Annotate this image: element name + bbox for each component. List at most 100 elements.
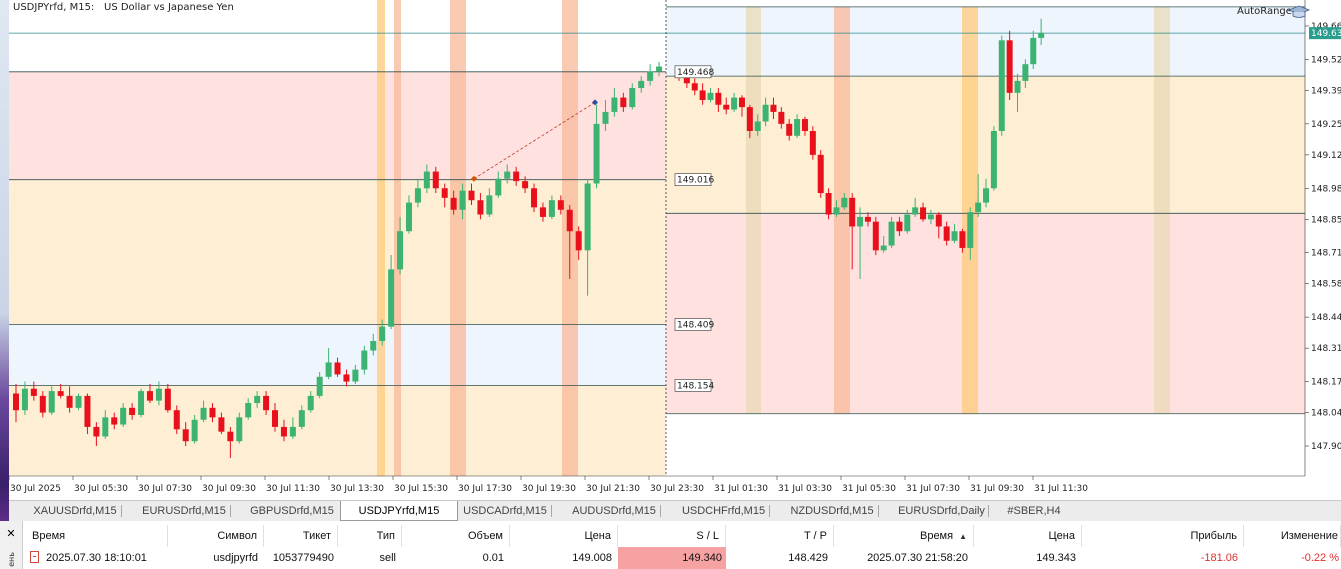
candle[interactable] <box>951 224 958 244</box>
candle[interactable] <box>849 193 856 270</box>
candle[interactable] <box>13 383 19 423</box>
candle[interactable] <box>539 202 546 222</box>
candle[interactable] <box>841 193 848 210</box>
candle[interactable] <box>459 183 466 220</box>
candle[interactable] <box>414 178 421 208</box>
header-volume[interactable]: Объем <box>402 525 510 547</box>
candle[interactable] <box>93 422 100 446</box>
candle[interactable] <box>522 176 529 194</box>
candle[interactable] <box>361 345 368 375</box>
candle[interactable] <box>786 119 793 141</box>
candle[interactable] <box>486 188 493 217</box>
header-sl[interactable]: S / L <box>618 525 726 547</box>
chart-tab-nzdusdrfd-m15[interactable]: NZDUSDrfd,M15 <box>790 505 874 517</box>
candle[interactable] <box>825 188 832 220</box>
candle[interactable] <box>146 383 153 404</box>
chart-tab-eurusdrfd-m15[interactable]: EURUSDrfd,M15 <box>142 505 226 517</box>
chart-tab--sber-h4[interactable]: #SBER,H4 <box>1007 505 1061 517</box>
candle[interactable] <box>920 202 927 222</box>
candle[interactable] <box>272 403 279 432</box>
candle[interactable] <box>325 348 332 380</box>
candle[interactable] <box>620 92 627 112</box>
candle[interactable] <box>298 405 305 430</box>
chart-tab-usdchfrfd-m15[interactable]: USDCHFrfd,M15 <box>681 505 766 517</box>
candle[interactable] <box>1038 18 1045 46</box>
candle[interactable] <box>1014 73 1021 112</box>
candle[interactable] <box>289 417 296 439</box>
candle[interactable] <box>155 381 162 406</box>
header-time[interactable]: Время <box>22 525 168 547</box>
header-symbol[interactable]: Символ <box>168 525 264 547</box>
close-icon[interactable]: ✕ <box>6 527 16 540</box>
candle[interactable] <box>896 216 903 236</box>
candle[interactable] <box>111 412 118 430</box>
candle[interactable] <box>983 178 990 208</box>
candle[interactable] <box>173 405 180 435</box>
header-tp[interactable]: T / P <box>726 525 834 547</box>
candle[interactable] <box>629 83 636 110</box>
candle[interactable] <box>280 419 287 442</box>
row-sl[interactable]: 149.340 <box>618 547 726 569</box>
candle[interactable] <box>30 381 37 401</box>
header-profit[interactable]: Прибыль <box>1082 525 1244 547</box>
candle[interactable] <box>307 391 314 413</box>
candle[interactable] <box>1022 59 1029 89</box>
candle[interactable] <box>959 228 966 253</box>
candle[interactable] <box>943 221 950 246</box>
candle[interactable] <box>39 391 46 418</box>
candle[interactable] <box>334 357 341 377</box>
header-price-current[interactable]: Цена <box>974 525 1082 547</box>
candle[interactable] <box>833 200 840 217</box>
candle[interactable] <box>754 114 761 136</box>
candle[interactable] <box>405 195 412 234</box>
candle[interactable] <box>245 398 252 420</box>
chart-tab-usdcadrfd-m15[interactable]: USDCADrfd,M15 <box>463 505 547 517</box>
chart-tab-eurusdrfd-daily[interactable]: EURUSDrfd,Daily <box>898 505 985 517</box>
candle[interactable] <box>102 410 109 439</box>
candle[interactable] <box>638 76 645 93</box>
candle[interactable] <box>691 78 698 96</box>
candle[interactable] <box>468 183 475 205</box>
candle[interactable] <box>904 209 911 234</box>
candle[interactable] <box>998 35 1005 136</box>
candle[interactable] <box>723 97 730 115</box>
candle[interactable] <box>715 88 722 112</box>
candle[interactable] <box>817 150 824 198</box>
candle[interactable] <box>762 97 769 127</box>
candle[interactable] <box>656 61 663 77</box>
candle[interactable] <box>388 255 395 330</box>
header-type[interactable]: Тип <box>338 525 402 547</box>
candle[interactable] <box>209 403 216 423</box>
candle[interactable] <box>227 426 234 458</box>
candle[interactable] <box>575 226 582 260</box>
candle[interactable] <box>647 64 654 86</box>
candle[interactable] <box>21 381 28 415</box>
candle[interactable] <box>254 391 261 408</box>
candle[interactable] <box>935 212 942 239</box>
close-terminal-button[interactable]: ✕ ень <box>0 521 23 569</box>
candle[interactable] <box>236 412 243 444</box>
candle[interactable] <box>477 193 484 220</box>
candle[interactable] <box>975 173 982 217</box>
candle[interactable] <box>611 88 618 117</box>
candle[interactable] <box>770 97 777 120</box>
candle[interactable] <box>731 92 738 112</box>
chart-tab-gbpusdrfd-m15[interactable]: GBPUSDrfd,M15 <box>250 505 334 517</box>
candle[interactable] <box>513 166 520 186</box>
candle[interactable] <box>432 166 439 194</box>
candle[interactable] <box>584 178 591 296</box>
candle[interactable] <box>441 183 448 208</box>
candle[interactable] <box>738 95 745 117</box>
candle[interactable] <box>504 164 511 184</box>
candle[interactable] <box>352 364 359 384</box>
candle[interactable] <box>164 383 171 413</box>
candle[interactable] <box>423 164 430 194</box>
chart-tab-xauusdrfd-m15[interactable]: XAUUSDrfd,M15 <box>33 505 117 517</box>
header-ticket[interactable]: Тикет <box>264 525 338 547</box>
candle[interactable] <box>707 88 714 103</box>
candle[interactable] <box>191 414 198 444</box>
candle[interactable] <box>548 195 555 220</box>
candle[interactable] <box>48 386 55 415</box>
header-time-current[interactable]: Время ▲ <box>834 525 974 547</box>
candle[interactable] <box>1006 30 1013 100</box>
